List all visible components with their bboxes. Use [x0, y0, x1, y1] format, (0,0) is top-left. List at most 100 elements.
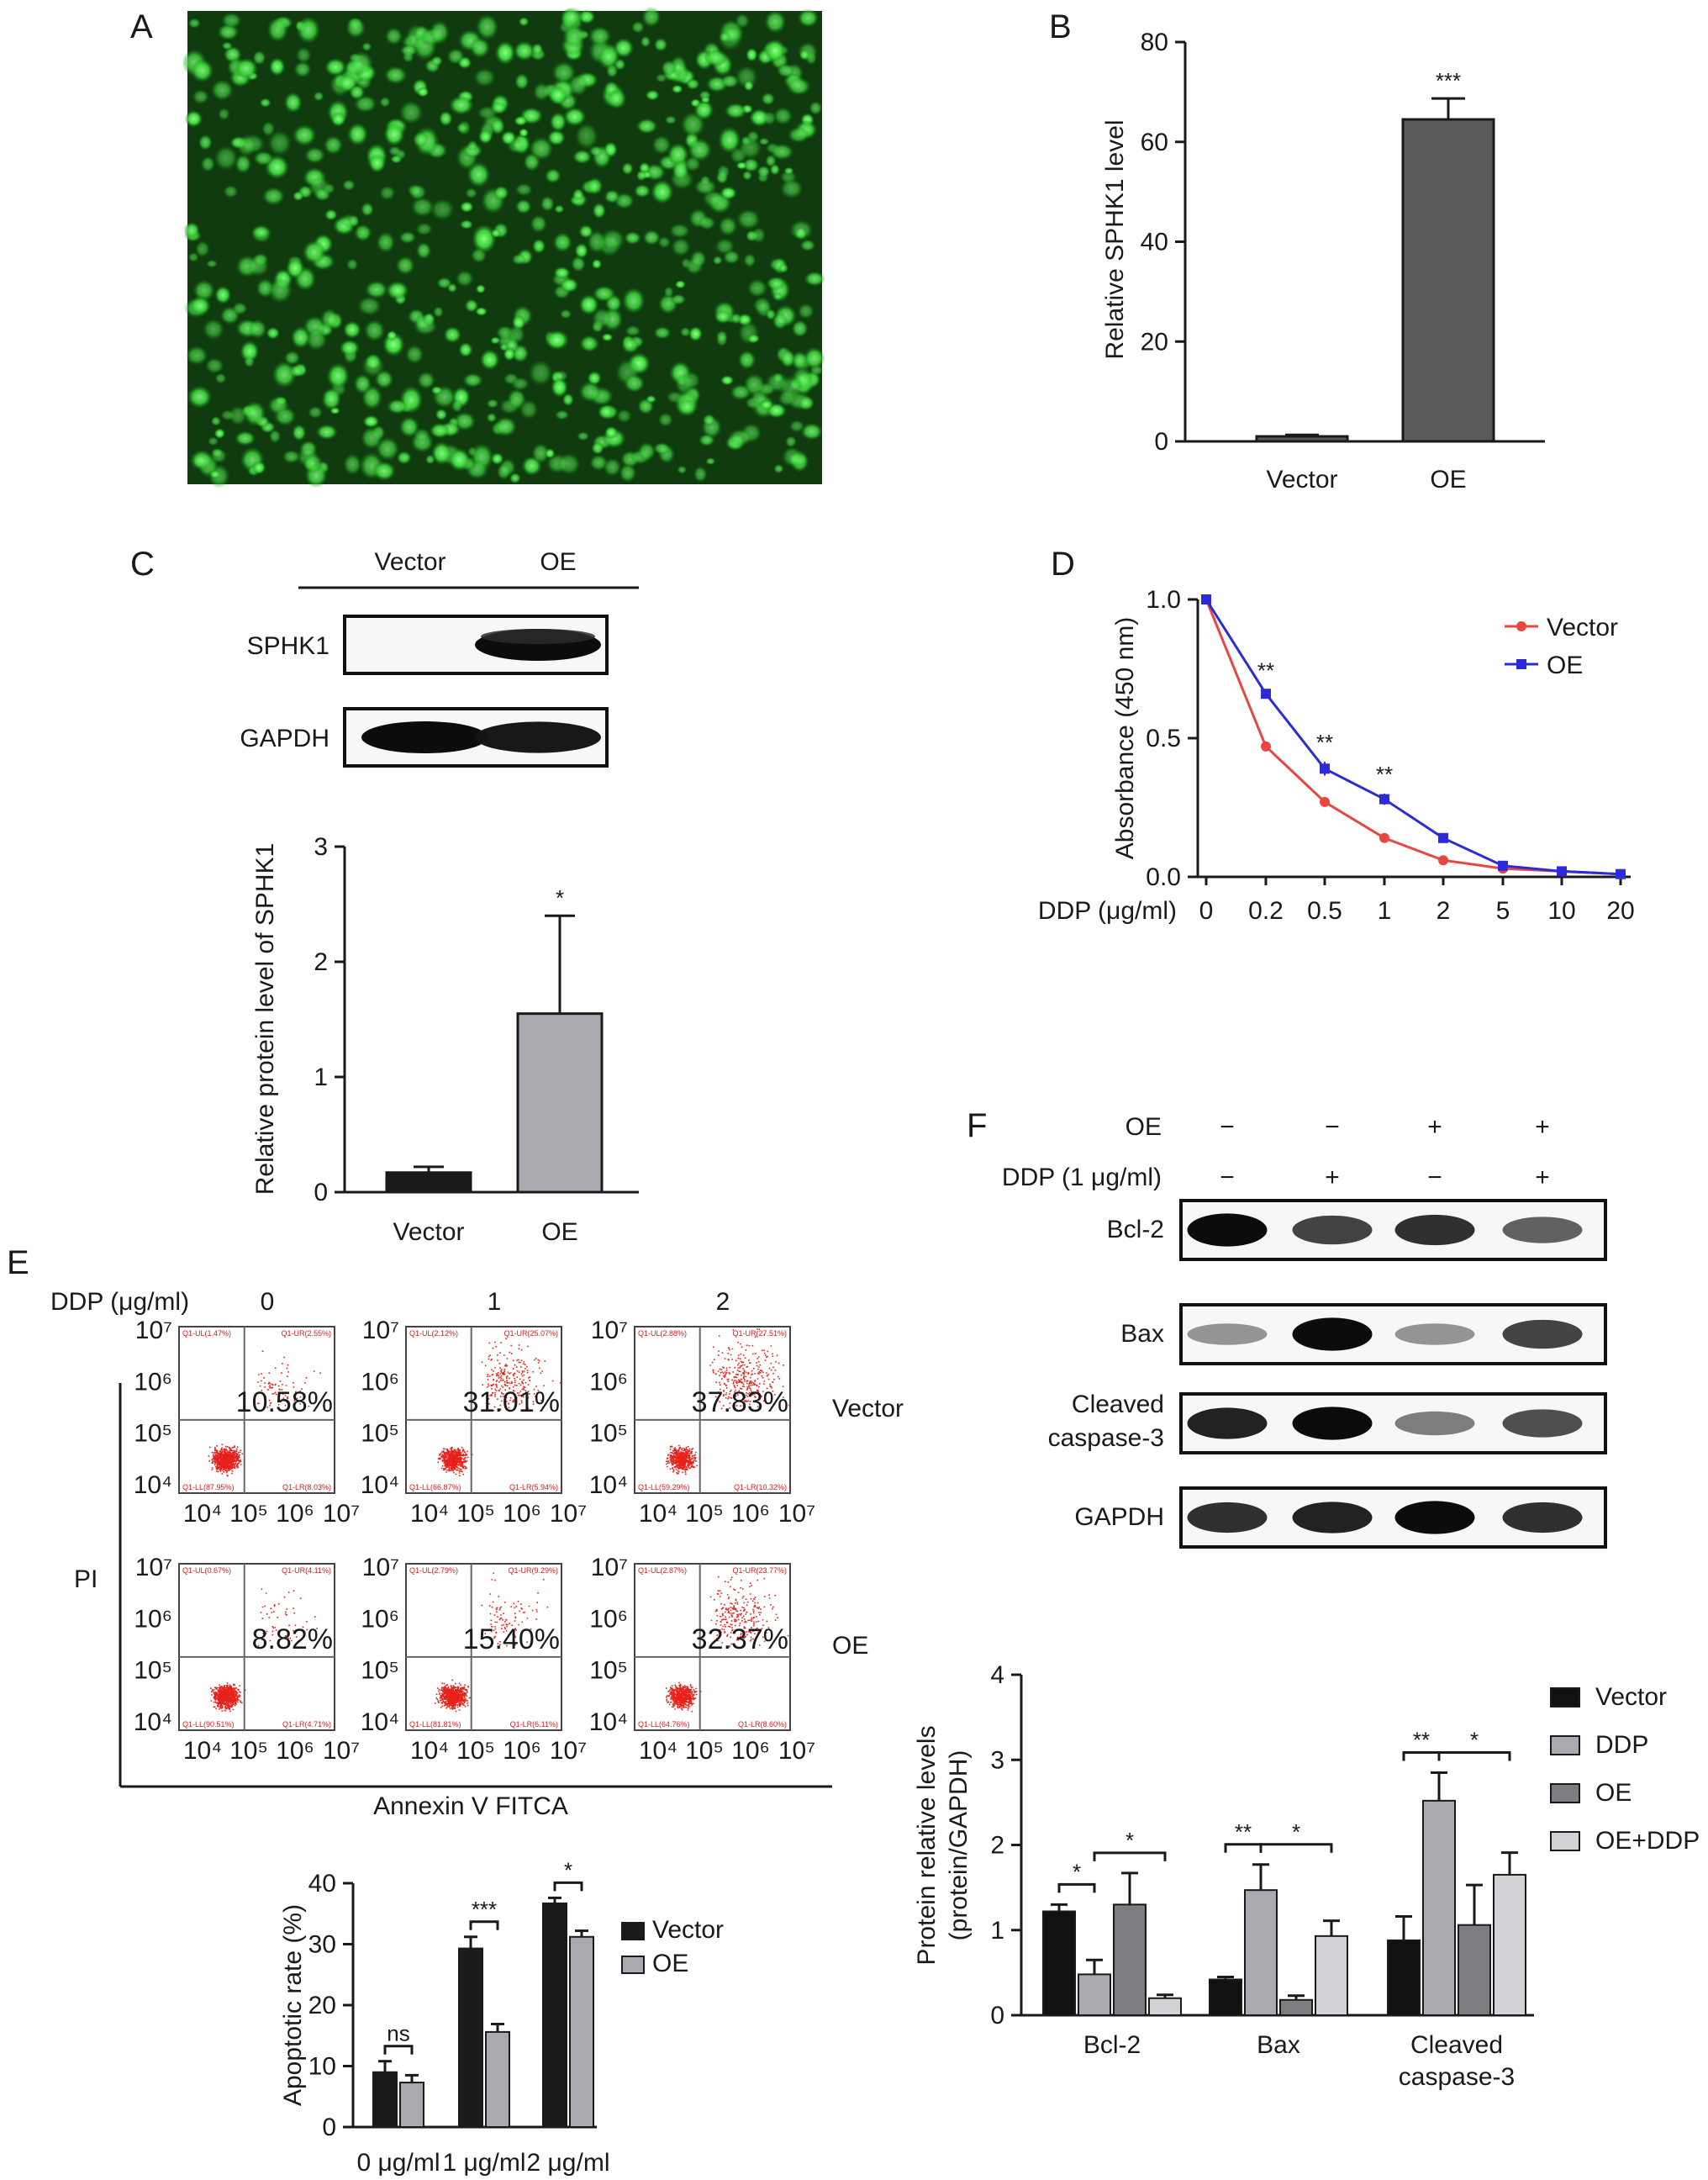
flow-y-tick: 10⁴: [361, 1471, 399, 1499]
fluorescent-cell: [560, 7, 584, 27]
blot-band-upper: [481, 629, 595, 644]
fluorescent-cell: [490, 228, 502, 238]
fluorescent-cell: [655, 73, 667, 83]
flow-x-tick: 10⁷: [550, 1737, 587, 1765]
significance-label: **: [1413, 1727, 1430, 1752]
fluorescent-cell: [290, 325, 311, 349]
flow-x-tick: 10⁵: [229, 1737, 268, 1765]
y-tick-label: 40: [1141, 229, 1168, 256]
y-tick-label: 2: [314, 948, 328, 976]
flow-x-tick: 10⁷: [323, 1500, 360, 1528]
flow-x-tick: 10⁴: [639, 1737, 677, 1765]
fluorescent-cell: [341, 179, 356, 192]
flow-events: [665, 1576, 789, 1713]
fluorescent-cell: [235, 135, 257, 157]
fluorescent-cell: [781, 446, 804, 467]
legend-label: OE+DDP: [1595, 1827, 1700, 1855]
legend-marker: [1516, 621, 1526, 631]
fluorescent-cell: [717, 126, 741, 154]
y-tick-label: 4: [990, 1661, 1004, 1689]
fluorescent-cell: [198, 134, 213, 151]
bar: [1422, 1799, 1456, 2017]
fluorescent-cell: [588, 25, 612, 47]
fluorescent-cell: [581, 335, 598, 352]
legend-label: OE: [1595, 1779, 1632, 1807]
fluorescent-cell: [671, 237, 691, 257]
fluorescent-cell: [687, 137, 713, 162]
significance-bracket: [1402, 1750, 1441, 1761]
fluorescent-cell: [455, 270, 474, 288]
flow-x-tick: 10⁶: [276, 1737, 314, 1765]
fluorescent-cell: [430, 385, 443, 395]
condition-value: +: [1325, 1164, 1340, 1191]
fluorescent-cell: [475, 13, 499, 40]
fluorescent-cell: [283, 350, 301, 366]
fluorescent-cell: [417, 371, 436, 390]
fluorescent-cell: [804, 346, 825, 370]
x-tick-label: 1 μg/ml: [443, 2149, 526, 2177]
blot-c-lane-oe: OE: [540, 548, 576, 576]
fluorescent-cell: [637, 441, 656, 462]
flow-x-tick: 10⁵: [229, 1500, 268, 1528]
fluorescent-cell: [398, 100, 424, 125]
y-axis-title: Protein relative levels (protein/GAPDH): [913, 1725, 973, 1965]
fluorescent-cell: [430, 198, 455, 221]
flow-x-axis-label: Annexin V FITCA: [373, 1792, 568, 1820]
panel-label-d: D: [1051, 546, 1075, 583]
x-tick-label: 5: [1496, 897, 1510, 925]
blot-row-label: Bcl-2: [1107, 1216, 1164, 1243]
fluorescent-cell: [737, 135, 762, 161]
fluorescent-cell: [214, 372, 227, 384]
fluorescent-cell: [529, 136, 554, 161]
fluorescent-cell: [486, 399, 499, 409]
fluorescent-cell: [677, 399, 698, 416]
bar: [1148, 1997, 1182, 2016]
fluorescent-cell: [700, 96, 711, 104]
fluorescent-cell: [470, 247, 488, 264]
fluorescent-cell: [214, 428, 226, 440]
apoptosis-percentage: 8.82%: [252, 1623, 333, 1655]
quadrant-label: Q1-UR(25.07%): [503, 1329, 558, 1338]
fluorescent-cell: [591, 307, 613, 329]
fluorescent-cell: [800, 422, 824, 441]
fluorescent-cell: [577, 431, 590, 441]
fluorescent-cell: [672, 160, 690, 182]
significance-bracket: [1057, 1882, 1096, 1893]
fluorescent-cell: [788, 420, 805, 433]
fluorescent-cell: [462, 372, 483, 388]
x-tick-label: OE: [1430, 466, 1466, 494]
blot-band: [1292, 1317, 1373, 1351]
fluorescent-cell: [209, 469, 222, 479]
condition-value: +: [1535, 1164, 1550, 1191]
fluorescent-cell: [759, 399, 774, 411]
fluorescent-cell: [746, 47, 758, 62]
fluorescent-cell: [702, 414, 716, 427]
fluorescent-cell: [415, 222, 434, 236]
bar: [1042, 1910, 1076, 2017]
fluorescent-cell: [809, 100, 823, 116]
fluorescent-cell: [467, 140, 478, 152]
fluorescent-cell: [674, 280, 687, 289]
y-tick-label: 20: [1141, 328, 1168, 356]
blot-row-label: GAPDH: [240, 725, 329, 752]
fluorescent-cell: [783, 166, 794, 175]
fluorescent-cell: [799, 239, 816, 252]
x-tick-label: 0: [1199, 897, 1214, 925]
significance-label: ***: [1436, 68, 1461, 93]
fluorescent-cell: [343, 453, 362, 476]
fluorescent-cell: [415, 241, 432, 260]
fluorescent-cell: [324, 57, 347, 77]
fluorescent-cell: [562, 107, 587, 127]
fluorescent-cell: [183, 221, 200, 239]
fluorescent-cell: [514, 115, 529, 126]
x-tick-label: 0.5: [1307, 897, 1342, 925]
fluorescent-cell: [214, 285, 232, 305]
bar: [1113, 1903, 1147, 2016]
y-tick-label: 3: [314, 833, 328, 861]
fluorescent-cell: [772, 312, 788, 330]
legend-label: OE: [1547, 652, 1583, 679]
blot-row-label: Cleaved caspase-3: [1048, 1391, 1164, 1452]
data-point: [1498, 860, 1508, 871]
quadrant-label: Q1-LL(64.76%): [638, 1720, 690, 1729]
condition-value: −: [1220, 1113, 1235, 1141]
